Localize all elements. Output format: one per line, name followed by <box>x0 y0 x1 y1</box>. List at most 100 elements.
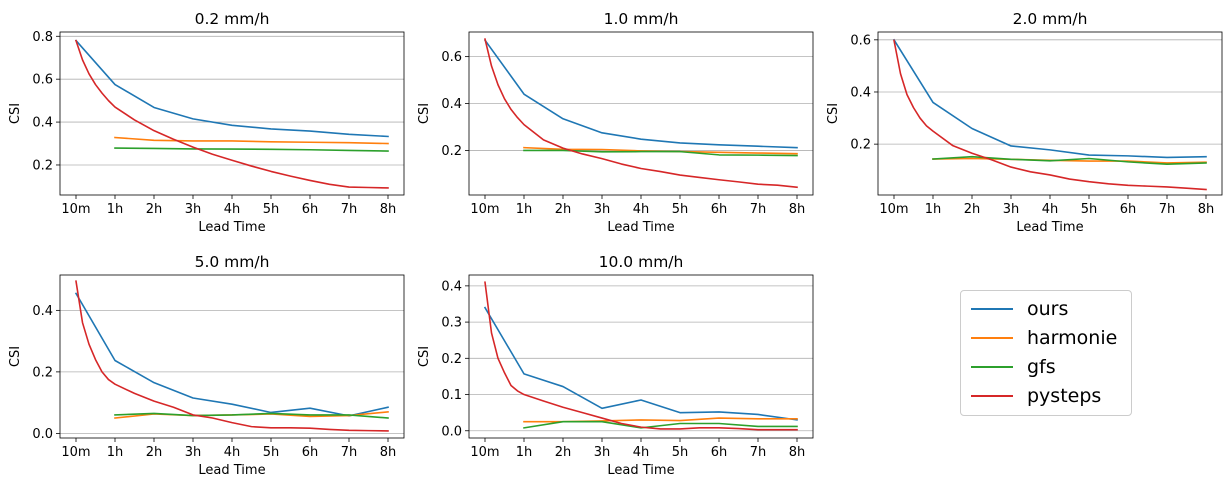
series-line-pysteps <box>74 39 389 189</box>
chart-panel-1: 10m 1h 2h 3h 4h 5h 6h 7h 8h 0.2 0.4 0.6 0.8 0.2 mm/h L… <box>8 10 405 235</box>
y-tick-label: 0.2 <box>441 352 462 367</box>
y-tick-label: 0.1 <box>441 388 462 403</box>
y-tick-label: 0.2 <box>32 365 53 380</box>
y-tick-label: 0.6 <box>850 33 871 48</box>
x-tick-label: 3h <box>185 445 202 460</box>
x-tick-label: 10m <box>470 445 499 460</box>
axes-frame <box>59 274 405 439</box>
chart-panel-4: 10m 1h 2h 3h 4h 5h 6h 7h 8h 0.0 0.2 0.4 5.0 mm/h Lead… <box>8 253 405 478</box>
legend-item-harmonie: harmonie <box>971 326 1117 350</box>
x-tick-label: 2h <box>146 202 163 217</box>
legend-swatch-harmonie <box>971 337 1013 339</box>
x-tick-label: 6h <box>1120 202 1137 217</box>
series-line-pysteps <box>484 38 798 189</box>
chart-panel-3: 10m 1h 2h 3h 4h 5h 6h 7h 8h 0.2 0.4 0.6 2.0 mm/h Lead… <box>826 10 1223 235</box>
x-tick-label: 8h <box>789 445 806 460</box>
x-tick-label: 3h <box>594 445 611 460</box>
x-tick-label: 5h <box>672 202 689 217</box>
legend-label-pysteps: pysteps <box>1027 385 1102 407</box>
x-tick-label: 2h <box>555 445 572 460</box>
x-tick-label: 1h <box>516 202 533 217</box>
chart-title: 10.0 mm/h <box>599 253 684 271</box>
legend: ours harmonie gfs pysteps <box>960 290 1132 416</box>
y-tick-label: 0.0 <box>32 427 53 442</box>
y-tick-label: 0.0 <box>441 424 462 439</box>
x-tick-label: 6h <box>711 202 728 217</box>
y-axis-label: CSI <box>826 103 841 124</box>
x-tick-label: 8h <box>380 445 397 460</box>
chart-title: 2.0 mm/h <box>1013 10 1088 28</box>
axes-frame <box>59 31 405 196</box>
legend-item-ours: ours <box>971 297 1068 321</box>
x-tick-label: 2h <box>555 202 572 217</box>
x-tick-label: 7h <box>1159 202 1176 217</box>
y-tick-label: 0.4 <box>441 279 462 294</box>
series-line-pysteps <box>484 281 798 431</box>
legend-item-pysteps: pysteps <box>971 384 1101 408</box>
x-tick-label: 2h <box>146 445 163 460</box>
x-tick-label: 7h <box>750 445 767 460</box>
x-tick-label: 4h <box>633 202 650 217</box>
series-line-ours <box>892 38 1207 159</box>
x-axis-label: Lead Time <box>198 220 265 235</box>
x-axis-label: Lead Time <box>1016 220 1083 235</box>
x-tick-label: 10m <box>61 445 90 460</box>
y-tick-label: 0.4 <box>441 97 462 112</box>
series-line-gfs <box>114 147 389 152</box>
y-axis-label: CSI <box>8 346 23 367</box>
x-tick-label: 1h <box>516 445 533 460</box>
chart-panel-5: 10m 1h 2h 3h 4h 5h 6h 7h 8h 0.0 0.1 0.2 0.3 0.4 10.0 m… <box>417 253 814 478</box>
y-tick-label: 0.8 <box>32 30 53 45</box>
x-tick-label: 5h <box>263 445 280 460</box>
x-tick-label: 10m <box>61 202 90 217</box>
y-tick-label: 0.4 <box>32 116 53 131</box>
series-line-gfs <box>523 420 798 429</box>
series-line-ours <box>74 292 389 417</box>
chart-panel-2: 10m 1h 2h 3h 4h 5h 6h 7h 8h 0.2 0.4 0.6 1.0 mm/h Lead… <box>417 10 814 235</box>
series-line-ours <box>74 39 389 138</box>
legend-label-harmonie: harmonie <box>1027 327 1118 349</box>
legend-swatch-pysteps <box>971 395 1013 397</box>
x-tick-label: 6h <box>302 445 319 460</box>
series-line-gfs <box>114 412 389 419</box>
x-axis-label: Lead Time <box>607 463 674 478</box>
series-line-pysteps <box>893 39 1207 191</box>
y-tick-label: 0.6 <box>441 50 462 65</box>
x-tick-label: 3h <box>1003 202 1020 217</box>
x-tick-label: 6h <box>302 202 319 217</box>
series-line-harmonie <box>932 157 1207 164</box>
y-tick-label: 0.2 <box>850 138 871 153</box>
series-line-harmonie <box>114 136 389 145</box>
x-tick-label: 10m <box>879 202 908 217</box>
legend-label-ours: ours <box>1027 298 1069 320</box>
x-tick-label: 7h <box>341 202 358 217</box>
x-tick-label: 4h <box>1042 202 1059 217</box>
y-tick-label: 0.4 <box>850 85 871 100</box>
y-tick-label: 0.3 <box>441 316 462 331</box>
chart-title: 1.0 mm/h <box>604 10 679 28</box>
x-tick-label: 8h <box>380 202 397 217</box>
series-line-pysteps <box>75 280 389 432</box>
axes-frame <box>468 274 814 439</box>
y-tick-label: 0.6 <box>32 73 53 88</box>
x-tick-label: 7h <box>750 202 767 217</box>
series-line-ours <box>483 306 798 421</box>
y-axis-label: CSI <box>417 103 432 124</box>
x-axis-label: Lead Time <box>198 463 265 478</box>
x-tick-label: 10m <box>470 202 499 217</box>
x-tick-label: 8h <box>789 202 806 217</box>
x-axis-label: Lead Time <box>607 220 674 235</box>
x-tick-label: 1h <box>107 445 124 460</box>
x-tick-label: 5h <box>263 202 280 217</box>
x-tick-label: 8h <box>1198 202 1215 217</box>
y-tick-label: 0.4 <box>32 304 53 319</box>
y-axis-label: CSI <box>417 346 432 367</box>
x-tick-label: 2h <box>964 202 981 217</box>
series-line-ours <box>483 39 798 149</box>
legend-swatch-ours <box>971 308 1013 310</box>
chart-title: 0.2 mm/h <box>195 10 270 28</box>
x-tick-label: 1h <box>107 202 124 217</box>
x-tick-label: 4h <box>633 445 650 460</box>
x-tick-label: 5h <box>1081 202 1098 217</box>
